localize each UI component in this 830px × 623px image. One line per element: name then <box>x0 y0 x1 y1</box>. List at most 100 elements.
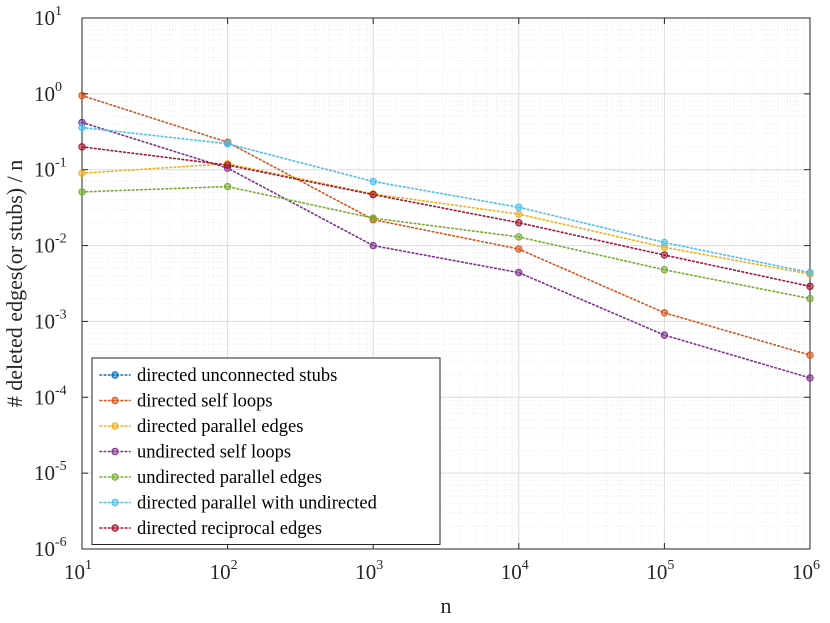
x-tick-label: 103 <box>355 558 383 584</box>
series-line <box>81 146 811 288</box>
legend-box <box>91 357 441 545</box>
data-point <box>223 161 232 169</box>
legend-item: directed reciprocal edges <box>99 519 322 539</box>
y-tick-exponent: 0 <box>55 80 62 95</box>
x-tick-label: 102 <box>210 558 238 584</box>
x-tick-exponent: 4 <box>522 558 529 573</box>
x-tick-base: 10 <box>210 560 231 584</box>
legend-marker <box>111 447 119 456</box>
legend-label: undirected self loops <box>137 443 291 463</box>
y-tick-exponent: 1 <box>55 4 62 19</box>
data-point <box>806 351 814 359</box>
x-tick-base: 10 <box>792 560 813 584</box>
y-tick-exponent: -5 <box>55 459 67 474</box>
y-tick-base: 10 <box>34 461 55 485</box>
legend-label: directed parallel edges <box>137 417 303 437</box>
data-point <box>78 91 86 100</box>
y-tick-base: 10 <box>34 6 55 30</box>
series-line <box>81 94 811 356</box>
data-point <box>369 241 377 250</box>
data-point <box>515 210 523 218</box>
y-axis-title: # deleted edges(or stubs) / n <box>2 160 27 407</box>
legend-marker <box>111 498 119 507</box>
data-point <box>806 268 814 277</box>
series-directed-parallel-with-undirected <box>78 123 814 277</box>
y-tick-base: 10 <box>34 309 55 333</box>
y-tick-exponent: -1 <box>55 156 67 171</box>
data-point <box>369 214 377 222</box>
data-point <box>223 182 232 191</box>
y-tick-label: 10-4 <box>34 383 67 409</box>
x-tick-exponent: 5 <box>667 558 674 573</box>
y-tick-label: 100 <box>34 80 62 106</box>
data-point <box>660 251 669 259</box>
x-tick-exponent: 6 <box>813 558 820 573</box>
legend-label: directed unconnected stubs <box>137 366 337 386</box>
y-tick-label: 10-5 <box>34 459 67 485</box>
legend-item: directed self loops <box>99 392 273 412</box>
y-tick-label: 10-2 <box>34 232 67 258</box>
x-tick-label: 101 <box>64 558 92 584</box>
y-tick-exponent: -2 <box>55 232 67 247</box>
x-tick-exponent: 3 <box>376 558 383 573</box>
data-point <box>78 188 86 196</box>
series-undirected-parallel-edges <box>78 182 814 303</box>
legend-label: directed reciprocal edges <box>137 519 322 539</box>
legend-label: undirected parallel edges <box>137 468 322 488</box>
x-tick-label: 104 <box>501 558 529 584</box>
legend-item: directed parallel edges <box>99 417 303 437</box>
x-tick-exponent: 1 <box>85 558 92 573</box>
y-tick-exponent: -6 <box>55 535 67 550</box>
data-point <box>78 143 86 151</box>
legend-item: undirected parallel edges <box>99 468 322 488</box>
data-point <box>515 219 523 227</box>
y-tick-base: 10 <box>34 234 55 258</box>
data-point <box>78 169 86 177</box>
series-line <box>81 121 811 379</box>
data-point <box>515 245 523 253</box>
x-tick-label: 105 <box>646 558 674 584</box>
series-directed-self-loops <box>78 91 814 359</box>
legend-marker <box>111 473 119 481</box>
legend-marker <box>111 524 119 532</box>
data-point <box>369 190 377 199</box>
series-line <box>81 126 811 274</box>
x-tick-base: 10 <box>501 560 522 584</box>
legend-marker <box>111 396 119 405</box>
data-point <box>806 294 814 303</box>
y-tick-base: 10 <box>34 82 55 106</box>
y-tick-label: 10-3 <box>34 307 67 333</box>
series-layer <box>78 91 814 382</box>
y-tick-base: 10 <box>34 385 55 409</box>
x-tick-exponent: 2 <box>231 558 238 573</box>
y-tick-base: 10 <box>34 537 55 561</box>
series-line <box>81 185 811 300</box>
y-tick-exponent: -3 <box>55 307 67 322</box>
data-point <box>78 123 86 132</box>
legend-marker <box>111 371 119 379</box>
x-tick-base: 10 <box>355 560 376 584</box>
series-directed-reciprocal-edges <box>78 143 814 291</box>
legend-marker <box>111 422 119 430</box>
data-point <box>223 140 232 148</box>
x-axis-title: n <box>441 593 452 618</box>
series-undirected-self-loops <box>78 118 814 382</box>
legend-label: directed parallel with undirected <box>137 494 378 514</box>
data-point <box>515 233 523 241</box>
x-tick-base: 10 <box>64 560 85 584</box>
axis-ticks: 101 102 103 104 105 10610-610-510-410-310-210… <box>34 4 820 584</box>
data-point <box>806 282 814 291</box>
x-tick-label: 106 <box>792 558 820 584</box>
y-tick-base: 10 <box>34 158 55 182</box>
legend-item: directed unconnected stubs <box>99 366 337 386</box>
y-tick-label: 10-6 <box>34 535 67 561</box>
data-point <box>660 266 669 274</box>
data-point <box>660 309 669 317</box>
data-point <box>515 203 523 211</box>
data-point <box>660 238 669 247</box>
y-tick-exponent: -4 <box>55 383 67 398</box>
data-point <box>515 268 523 277</box>
x-tick-base: 10 <box>646 560 667 584</box>
data-point <box>806 374 814 382</box>
